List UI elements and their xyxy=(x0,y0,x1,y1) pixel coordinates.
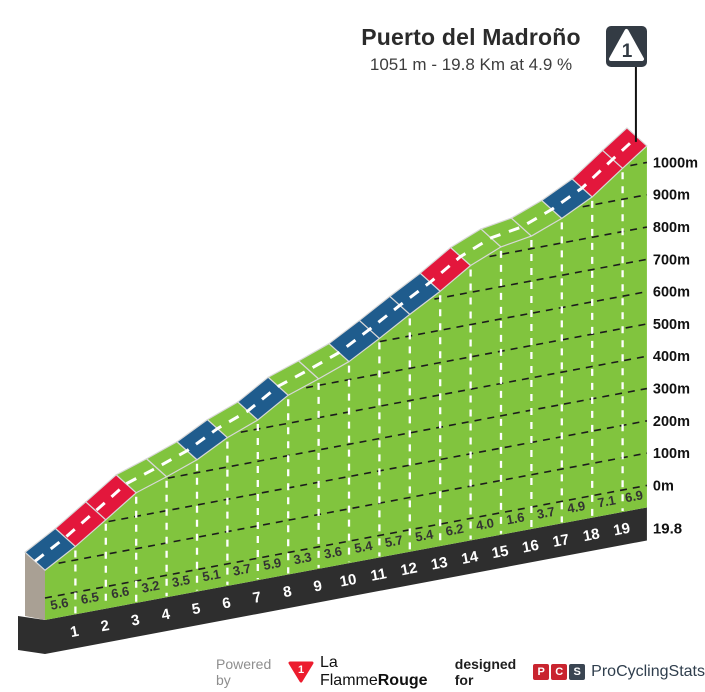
km-label: 3 xyxy=(130,611,141,629)
elevation-label: 400m xyxy=(653,349,690,365)
elevation-label: 300m xyxy=(653,382,690,398)
elevation-gridline xyxy=(44,484,648,599)
gradient-label: 1.6 xyxy=(505,509,526,527)
powered-by-label: Powered by xyxy=(216,656,272,688)
km-label: 15 xyxy=(490,542,510,562)
summit-category-marker: 1 xyxy=(606,26,647,67)
km-label: 13 xyxy=(430,554,450,574)
km-label: 11 xyxy=(369,565,388,585)
category-number: 1 xyxy=(622,41,633,62)
elevation-gridline xyxy=(582,193,648,208)
gradient-label: 7.1 xyxy=(596,492,617,510)
elevation-gridline xyxy=(489,226,648,258)
gradient-label: 4.9 xyxy=(566,498,587,516)
elevation-label: 600m xyxy=(653,285,690,301)
elevation-gridline xyxy=(306,323,648,389)
km-label: 9 xyxy=(312,577,323,595)
gradient-label: 3.7 xyxy=(536,504,557,522)
elevation-gridline xyxy=(434,258,648,300)
km-label: 6 xyxy=(221,594,232,612)
gradient-label: 5.7 xyxy=(384,532,405,550)
distance-axis-band xyxy=(18,507,647,654)
km-label: 5 xyxy=(191,600,202,618)
gradient-label: 3.7 xyxy=(232,561,253,579)
km-label: 19 xyxy=(612,520,632,540)
elevation-gridline xyxy=(167,387,648,479)
gradient-label: 6.5 xyxy=(80,589,101,607)
gradient-label: 6.6 xyxy=(110,583,131,601)
la-flamme-rouge-icon: 1 xyxy=(288,661,314,684)
km-label: 2 xyxy=(99,617,110,635)
km-label: 8 xyxy=(282,583,293,601)
pcs-letter-c: C xyxy=(551,664,568,680)
gradient-label: 3.5 xyxy=(171,572,192,590)
gradient-label: 5.6 xyxy=(49,595,70,613)
km-label: 12 xyxy=(399,559,419,579)
gradient-label: 3.2 xyxy=(140,578,161,596)
elevation-label: 500m xyxy=(653,317,690,333)
gradient-label: 5.1 xyxy=(201,566,222,584)
elevation-label: 200m xyxy=(653,414,690,430)
elevation-gridline xyxy=(108,420,648,523)
gradient-label: 4.0 xyxy=(475,515,496,533)
pcs-letter-p: P xyxy=(533,664,550,680)
elevation-gridline xyxy=(240,355,648,433)
elevation-label: 700m xyxy=(653,252,690,268)
pcs-logo[interactable]: P C S xyxy=(533,664,586,680)
elevation-gridline xyxy=(630,161,648,167)
gradient-label: 6.9 xyxy=(624,487,645,505)
total-distance-label: 19.8 xyxy=(653,520,682,537)
km-label: 1 xyxy=(69,623,80,641)
hillside-face xyxy=(45,145,647,620)
gradient-label: 5.9 xyxy=(262,555,283,573)
km-label: 4 xyxy=(160,606,172,624)
km-label: 7 xyxy=(251,589,262,607)
elevation-label: 0m xyxy=(653,478,674,494)
km-label: 18 xyxy=(582,525,602,545)
elevation-label: 1000m xyxy=(653,155,698,171)
designed-for-label: designed for xyxy=(454,656,517,688)
km-label: 16 xyxy=(521,537,541,557)
la-flamme-rouge-wordmark[interactable]: La FlammeRouge xyxy=(319,654,428,689)
profile-end-cap xyxy=(25,552,45,620)
elevation-label: 100m xyxy=(653,446,690,462)
gradient-label: 3.3 xyxy=(292,549,313,567)
gradient-label: 5.4 xyxy=(353,538,374,556)
gradient-label: 5.4 xyxy=(414,526,435,544)
elevation-label: 800m xyxy=(653,220,690,236)
gradient-label: 3.6 xyxy=(323,544,344,562)
elevation-gridline xyxy=(379,290,648,343)
elevation-label: 900m xyxy=(653,188,690,204)
pcs-letter-s: S xyxy=(569,664,586,680)
gradient-label: 6.2 xyxy=(444,521,465,539)
km-label: 14 xyxy=(460,548,480,568)
km-label: 10 xyxy=(338,571,358,591)
procyclingstats-wordmark[interactable]: ProCyclingStats xyxy=(591,663,705,680)
km-label: 17 xyxy=(551,531,571,551)
svg-text:1: 1 xyxy=(298,664,304,676)
footer-credits: Powered by 1 La FlammeRouge designed for… xyxy=(0,654,705,689)
road-center-line xyxy=(34,135,638,563)
mountain-category-icon: 1 xyxy=(609,29,644,62)
elevation-gridline xyxy=(58,452,648,564)
